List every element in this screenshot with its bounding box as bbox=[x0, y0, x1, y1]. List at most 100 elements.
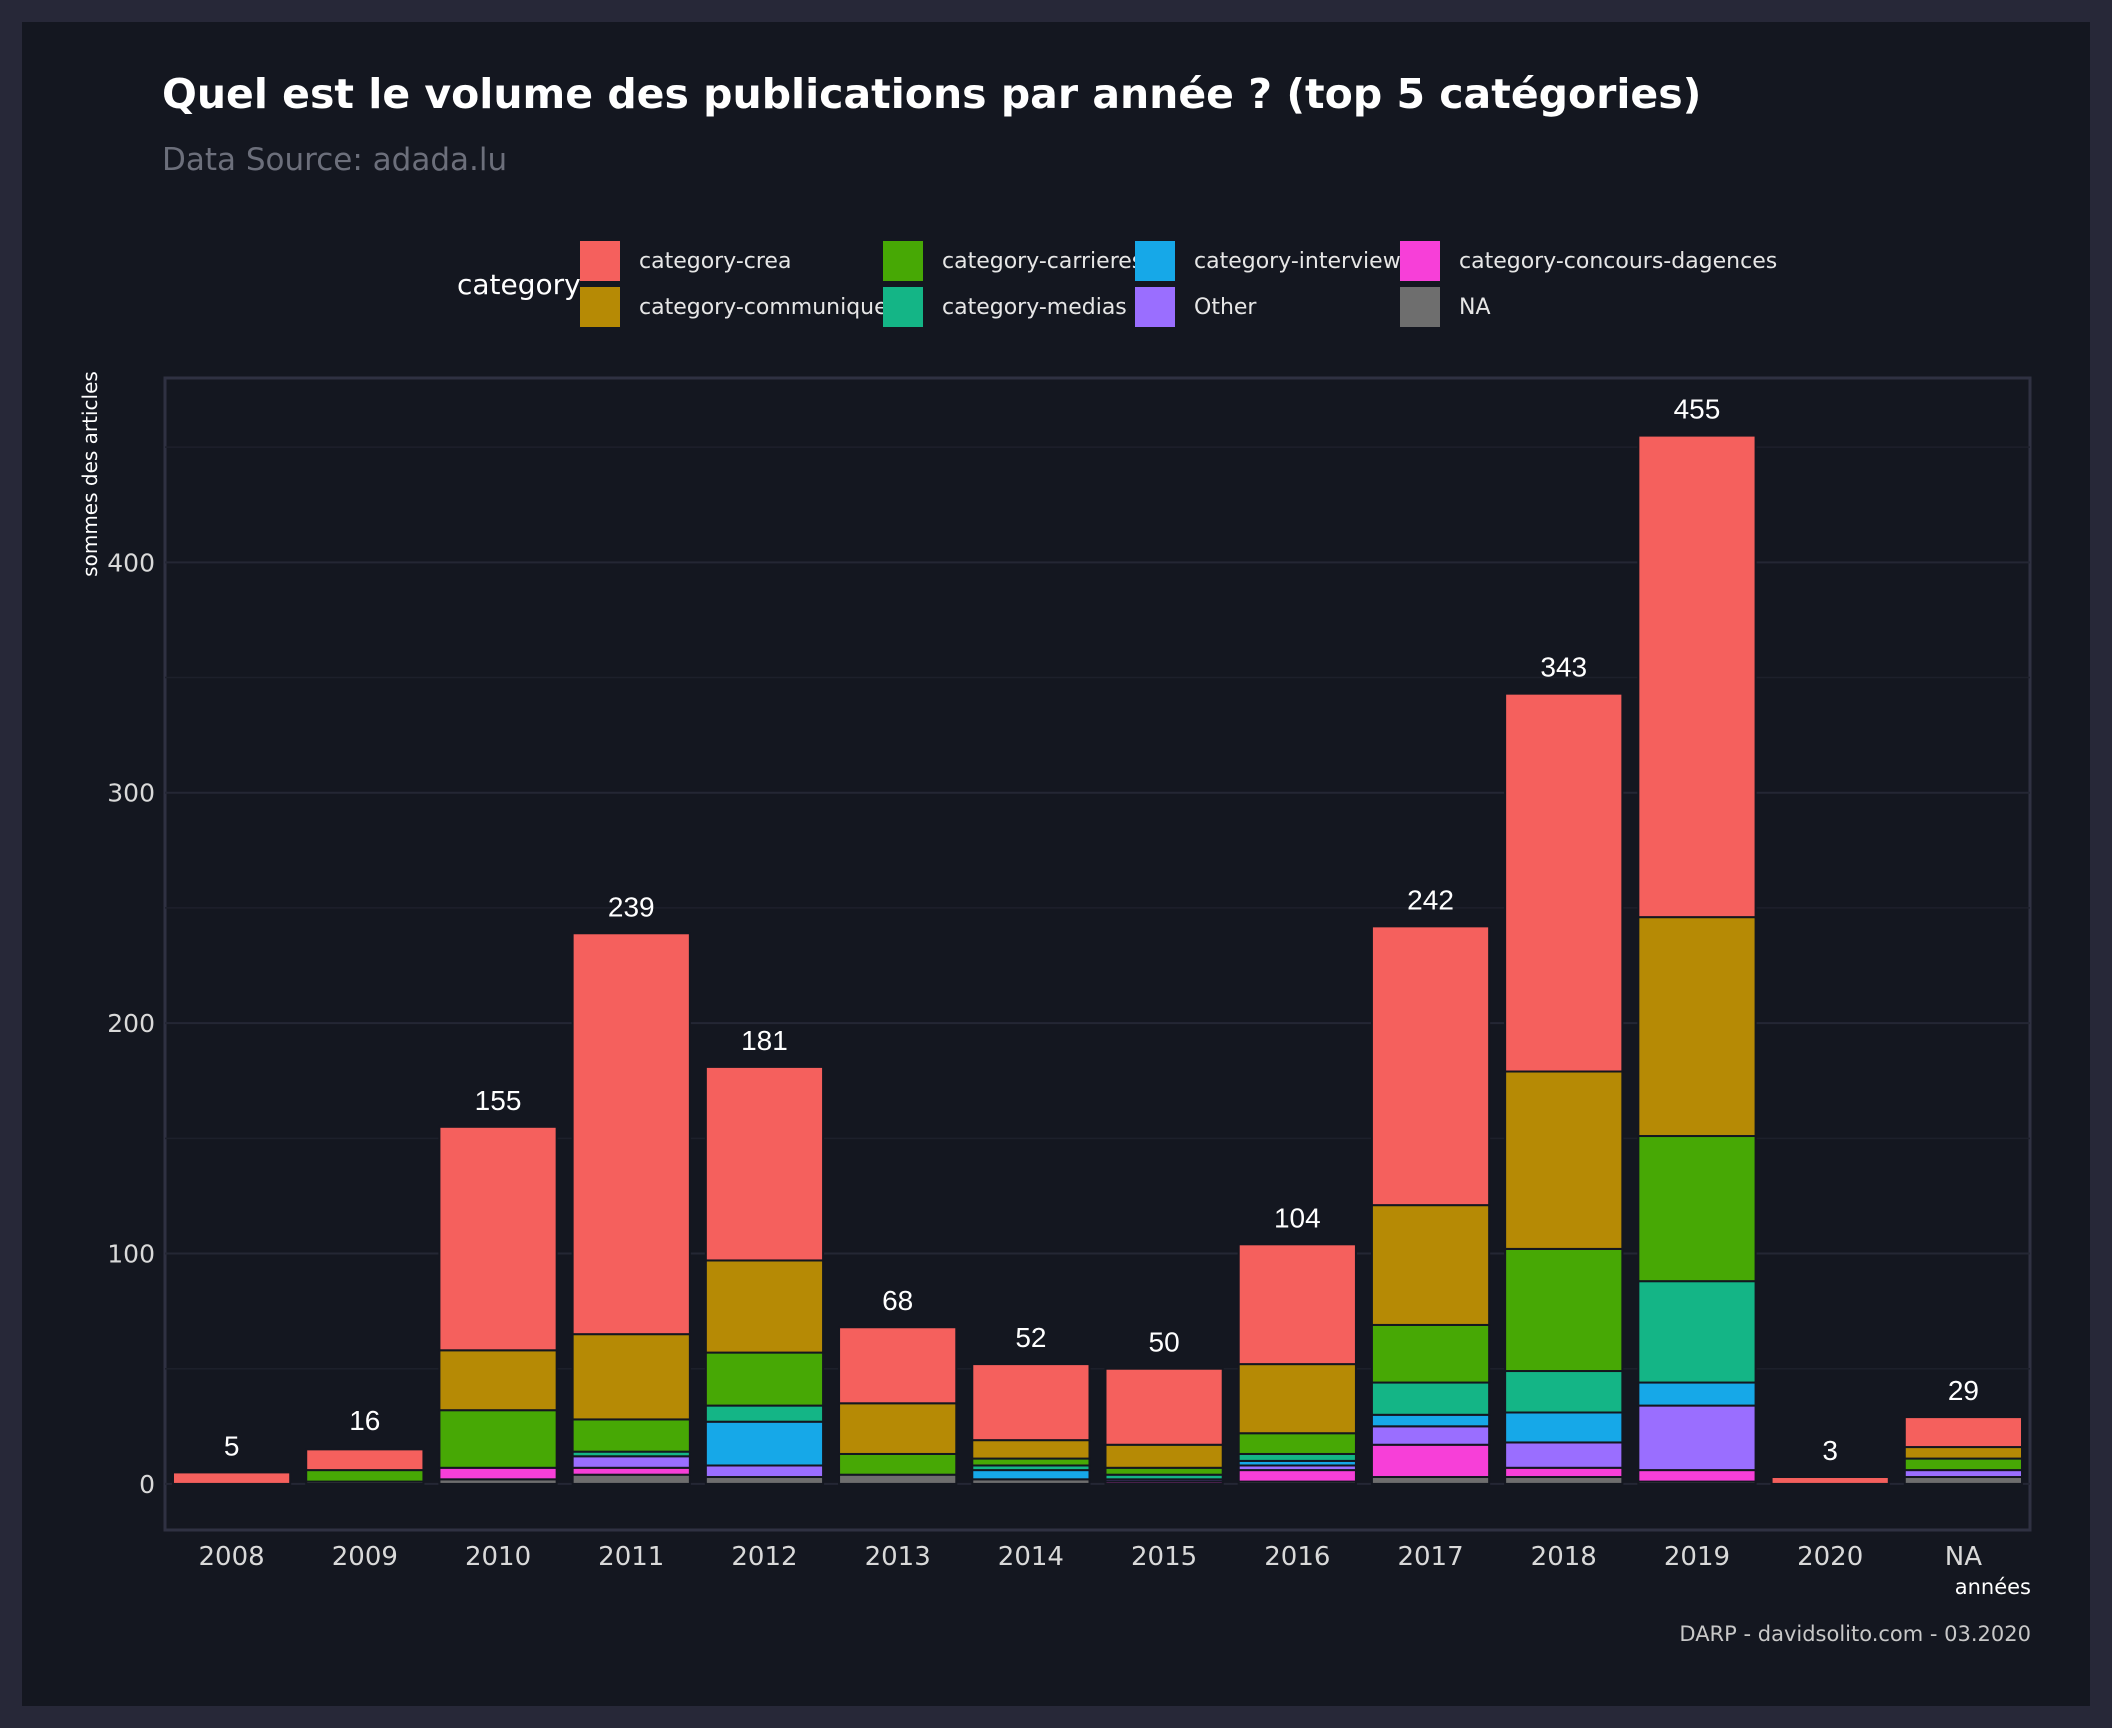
bar-segment bbox=[1637, 1469, 1757, 1483]
bar-segment bbox=[571, 1418, 691, 1453]
bar-segment bbox=[1504, 1411, 1624, 1444]
x-axis-label: années bbox=[1954, 1575, 2031, 1599]
bar-segment bbox=[1237, 1243, 1357, 1366]
bar-segment bbox=[1370, 1381, 1491, 1416]
x-tick-label: 2012 bbox=[731, 1542, 797, 1572]
bar-total-label: 343 bbox=[1540, 652, 1587, 683]
legend-label: category-interviews bbox=[1194, 248, 1413, 274]
x-tick-label: 2009 bbox=[332, 1542, 398, 1572]
plot-border bbox=[163, 376, 2032, 1532]
bar-total-label: 455 bbox=[1674, 394, 1721, 425]
legend-label: category-communiques bbox=[639, 294, 900, 320]
bar-segment bbox=[1104, 1443, 1224, 1469]
bar-segment bbox=[1104, 1466, 1224, 1476]
legend-item: category-carrieres bbox=[883, 240, 1143, 282]
bar-segment bbox=[571, 1473, 691, 1485]
bar-total-label: 16 bbox=[349, 1405, 380, 1436]
bar-total-label: 68 bbox=[882, 1285, 913, 1316]
bar-segment bbox=[1903, 1416, 2024, 1449]
bar-segment bbox=[438, 1349, 558, 1412]
legend-swatch bbox=[1400, 287, 1440, 327]
bar-segment bbox=[571, 1466, 691, 1476]
bar-segment bbox=[1504, 692, 1624, 1073]
legend-label: category-carrieres bbox=[942, 248, 1144, 274]
x-tick-label: 2020 bbox=[1797, 1542, 1863, 1572]
bar-segment bbox=[1637, 1280, 1757, 1384]
bar-segment bbox=[1370, 1443, 1491, 1479]
bar-segment bbox=[438, 1466, 558, 1481]
bar-segment bbox=[704, 1259, 825, 1354]
legend-swatch bbox=[883, 241, 923, 281]
bar-segment bbox=[1370, 925, 1491, 1207]
x-tick-label: 2010 bbox=[465, 1542, 531, 1572]
bar-segment bbox=[1637, 1404, 1757, 1472]
chart-title: Quel est le volume des publications par … bbox=[162, 70, 1702, 118]
y-tick-label: 100 bbox=[107, 1240, 155, 1269]
bar-total-label: 50 bbox=[1149, 1327, 1180, 1358]
x-tick-label: 2015 bbox=[1131, 1542, 1197, 1572]
bar-segment bbox=[971, 1469, 1091, 1481]
x-tick-label: 2014 bbox=[998, 1542, 1064, 1572]
bar-total-label: 52 bbox=[1015, 1322, 1046, 1353]
bar-segment bbox=[1903, 1469, 2024, 1479]
bar-segment bbox=[438, 1125, 558, 1352]
legend-item: category-concours-dagences bbox=[1400, 240, 1777, 282]
legend-title: category bbox=[457, 268, 581, 301]
caption: DARP - davidsolito.com - 03.2020 bbox=[1679, 1622, 2031, 1646]
bar-segment bbox=[1637, 916, 1757, 1138]
bar-segment bbox=[1370, 1413, 1491, 1428]
legend-item: category-medias bbox=[883, 286, 1127, 328]
bar-segment bbox=[704, 1065, 825, 1262]
bar-segment bbox=[1237, 1452, 1357, 1462]
x-tick-label: 2019 bbox=[1664, 1542, 1730, 1572]
legend-item: category-crea bbox=[580, 240, 791, 282]
bar-segment bbox=[1504, 1370, 1624, 1414]
bar-segment bbox=[1504, 1466, 1624, 1479]
bar-segment bbox=[704, 1464, 825, 1479]
bar-total-label: 5 bbox=[224, 1430, 240, 1461]
bar-segment bbox=[305, 1448, 425, 1472]
bar-segment bbox=[1504, 1441, 1624, 1469]
bar-segment bbox=[971, 1363, 1091, 1442]
bar-segment bbox=[1370, 1323, 1491, 1384]
bar-segment bbox=[571, 1455, 691, 1469]
legend-swatch bbox=[883, 287, 923, 327]
bar-segment bbox=[1370, 1476, 1491, 1485]
bar-total-label: 242 bbox=[1407, 884, 1454, 915]
bar-segment bbox=[171, 1471, 292, 1485]
legend-item: Other bbox=[1135, 286, 1256, 328]
bar-segment bbox=[704, 1404, 825, 1423]
bar-segment bbox=[1370, 1425, 1491, 1446]
x-tick-label: 2016 bbox=[1264, 1542, 1330, 1572]
y-tick-label: 300 bbox=[107, 779, 155, 808]
y-tick-label: 400 bbox=[107, 548, 155, 577]
legend-swatch bbox=[1135, 287, 1175, 327]
legend-label: category-concours-dagences bbox=[1459, 248, 1778, 274]
x-tick-label: 2013 bbox=[865, 1542, 931, 1572]
bar-total-label: 181 bbox=[741, 1025, 788, 1056]
bar-segment bbox=[838, 1326, 958, 1405]
legend-item: NA bbox=[1400, 286, 1491, 328]
bar-segment bbox=[1637, 1381, 1757, 1407]
bar-total-label: 3 bbox=[1822, 1435, 1838, 1466]
bar-segment bbox=[1504, 1476, 1624, 1485]
y-tick-label: 200 bbox=[107, 1009, 155, 1038]
x-tick-label: 2018 bbox=[1531, 1542, 1597, 1572]
x-tick-label: 2017 bbox=[1397, 1542, 1463, 1572]
legend-swatch bbox=[1135, 241, 1175, 281]
bar-segment bbox=[1237, 1469, 1357, 1483]
legend-item: category-communiques bbox=[580, 286, 899, 328]
bar-segment bbox=[1237, 1432, 1357, 1455]
bar-total-label: 29 bbox=[1948, 1375, 1979, 1406]
bar-total-label: 239 bbox=[608, 891, 655, 922]
bar-segment bbox=[838, 1473, 958, 1485]
x-tick-label: 2011 bbox=[598, 1542, 664, 1572]
x-tick-label: 2008 bbox=[199, 1542, 265, 1572]
bar-total-label: 155 bbox=[475, 1085, 522, 1116]
bar-segment bbox=[1903, 1476, 2024, 1485]
legend-item: category-interviews bbox=[1135, 240, 1412, 282]
bar-segment bbox=[1370, 1204, 1491, 1326]
bar-segment bbox=[971, 1439, 1091, 1460]
bar-segment bbox=[1770, 1476, 1890, 1485]
bar-segment bbox=[838, 1402, 958, 1455]
